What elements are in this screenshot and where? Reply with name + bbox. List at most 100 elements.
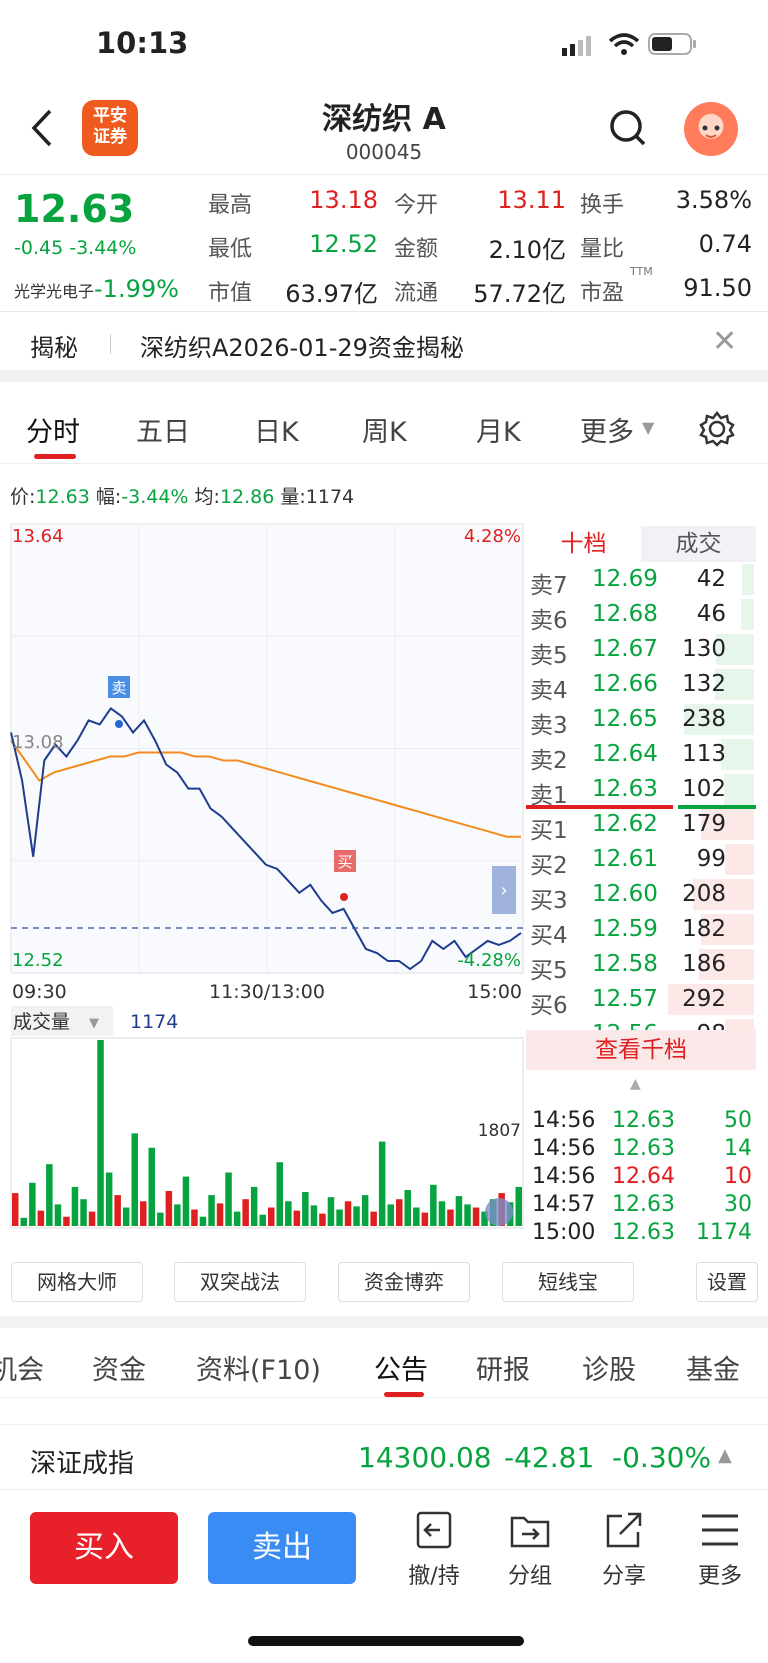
depth-bar	[742, 564, 754, 595]
trade-price: 12.63	[612, 1136, 675, 1161]
sell-button[interactable]: 卖出	[208, 1512, 356, 1584]
level-volume: 113	[682, 741, 726, 767]
caret-up-icon[interactable]: ▲	[718, 1445, 732, 1466]
amount-value: 2.10亿	[488, 236, 566, 264]
bid-row[interactable]: 买1 12.62 179	[526, 807, 756, 844]
tab-capital[interactable]: 资金	[92, 1355, 146, 1386]
index-percent: -0.30%	[612, 1441, 712, 1474]
back-icon[interactable]	[28, 108, 56, 148]
search-icon[interactable]	[608, 108, 648, 148]
tab-monthly-k[interactable]: 月K	[476, 417, 521, 448]
volume-bar	[396, 1199, 403, 1226]
tab-opportunity[interactable]: 机会	[0, 1355, 44, 1386]
high-value: 13.18	[309, 186, 378, 214]
withdraw-hold-button[interactable]: 撤/持	[394, 1510, 474, 1590]
banner-text[interactable]: 深纺织A2026-01-29资金揭秘	[140, 334, 464, 362]
trade-volume: 50	[724, 1108, 752, 1133]
ask-row[interactable]: 卖3 12.65 238	[526, 702, 756, 739]
sell-marker-dot	[115, 720, 123, 728]
bid-row[interactable]: 买3 12.60 208	[526, 877, 756, 914]
tab-weekly-k[interactable]: 周K	[362, 417, 407, 448]
volume-bar	[370, 1211, 377, 1226]
grid-master-button[interactable]: 网格大师	[11, 1262, 143, 1302]
level-volume: 99	[696, 846, 726, 872]
view-thousand-levels-button[interactable]: 查看千档	[526, 1030, 756, 1070]
trade-time: 14:56	[532, 1164, 596, 1189]
depth-bar	[701, 914, 754, 945]
depth-bar	[701, 809, 754, 840]
tab-transactions[interactable]: 成交	[641, 526, 756, 562]
depth-bar	[715, 669, 754, 700]
ask-row[interactable]: 卖6 12.68 46	[526, 597, 756, 634]
group-button[interactable]: 分组	[490, 1510, 570, 1590]
trade-time: 14:56	[532, 1136, 596, 1161]
market-cap-label: 市值	[208, 281, 253, 306]
trade-volume: 1174	[696, 1220, 752, 1245]
tab-intraday[interactable]: 分时	[26, 417, 80, 448]
volume-bar	[387, 1204, 394, 1226]
short-term-button[interactable]: 短线宝	[502, 1262, 634, 1302]
tab-ten-levels[interactable]: 十档	[526, 526, 641, 562]
bid-row[interactable]: 买5 12.58 186	[526, 947, 756, 984]
ask-row[interactable]: 卖1 12.63 102	[526, 772, 756, 809]
bid-row[interactable]: 买4 12.59 182	[526, 912, 756, 949]
index-ticker[interactable]: 深证成指 14300.08 -42.81 -0.30% ▲	[0, 1424, 768, 1490]
intraday-chart[interactable]: 13.64 13.08 12.52 4.28% -4.28% 卖 买 › 09:…	[0, 520, 768, 1250]
sector-change[interactable]: 光学光电子-1.99%	[14, 275, 179, 303]
tab-fund[interactable]: 基金	[686, 1355, 740, 1386]
settings-gear-icon[interactable]	[698, 410, 736, 448]
depth-bar	[741, 599, 754, 630]
share-button[interactable]: 分享	[584, 1510, 664, 1590]
level-label: 卖3	[530, 713, 568, 739]
buy-marker-dot	[340, 893, 348, 901]
average-price-line	[10, 739, 521, 838]
more-button[interactable]: 更多	[680, 1510, 760, 1590]
ask-row[interactable]: 卖7 12.69 42	[526, 562, 756, 599]
tools-settings-button[interactable]: 设置	[696, 1262, 758, 1302]
tab-announcement[interactable]: 公告	[374, 1355, 428, 1386]
expand-orderbook-handle	[492, 866, 516, 914]
close-icon[interactable]: ✕	[712, 324, 738, 359]
volume-bar	[310, 1205, 318, 1226]
volume-bar	[216, 1203, 224, 1226]
tab-five-day[interactable]: 五日	[136, 417, 190, 448]
tab-research[interactable]: 研报	[476, 1355, 530, 1386]
active-section-indicator	[384, 1392, 424, 1397]
ask-row[interactable]: 卖4 12.66 132	[526, 667, 756, 704]
reveal-banner[interactable]: 揭秘 深纺织A2026-01-29资金揭秘 ✕	[0, 312, 768, 382]
bid-row[interactable]: 买6 12.57 292	[526, 982, 756, 1019]
ask-row[interactable]: 卖2 12.64 113	[526, 737, 756, 774]
volume-bar	[515, 1186, 522, 1226]
level-volume: 238	[682, 706, 726, 732]
battery-icon	[648, 33, 696, 55]
index-value: 14300.08	[358, 1441, 492, 1474]
level-volume: 208	[682, 881, 726, 907]
level-price: 12.69	[592, 566, 658, 592]
tab-diagnosis[interactable]: 诊股	[582, 1355, 636, 1386]
level-price: 12.63	[592, 776, 658, 802]
volume-bar	[140, 1201, 147, 1226]
tab-more[interactable]: 更多	[580, 417, 634, 448]
chart-grid	[11, 524, 523, 973]
volume-bar	[191, 1209, 198, 1226]
sell-marker-box	[108, 676, 130, 698]
withdraw-hold-label: 撤/持	[408, 1564, 460, 1589]
capital-game-button[interactable]: 资金博弈	[338, 1262, 470, 1302]
pe-value: 91.50	[683, 274, 752, 302]
tab-f10[interactable]: 资料(F10)	[196, 1355, 321, 1386]
current-price: 12.63	[14, 187, 135, 231]
volume-bar	[165, 1191, 173, 1226]
buy-marker: 买	[337, 853, 352, 871]
level-label: 卖1	[530, 783, 568, 809]
level-price: 12.58	[592, 951, 658, 977]
float-cap-label: 流通	[394, 281, 439, 306]
market-cap-value: 63.97亿	[285, 280, 378, 308]
tab-daily-k[interactable]: 日K	[254, 417, 299, 448]
level-volume: 102	[682, 776, 726, 802]
assistant-avatar-icon[interactable]	[684, 102, 738, 156]
price-line	[10, 706, 522, 971]
bid-row[interactable]: 买2 12.61 99	[526, 842, 756, 879]
double-break-button[interactable]: 双突战法	[174, 1262, 306, 1302]
ask-row[interactable]: 卖5 12.67 130	[526, 632, 756, 669]
buy-button[interactable]: 买入	[30, 1512, 178, 1584]
